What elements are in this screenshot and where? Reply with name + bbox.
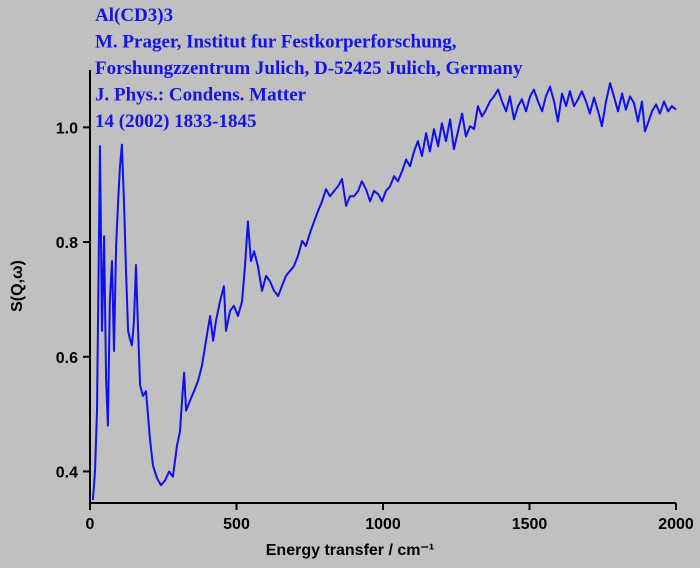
x-tick-label: 1000 (365, 516, 401, 533)
annotation: Al(CD3)3 (95, 5, 173, 26)
y-tick-label: 0.8 (56, 235, 78, 252)
data-line (91, 82, 677, 501)
annotation: M. Prager, Institut fur Festkorperforsch… (95, 32, 457, 53)
annotation: J. Phys.: Condens. Matter (95, 85, 307, 106)
y-tick-label: 0.4 (56, 464, 78, 481)
annotation: Forshungzzentrum Julich, D-52425 Julich,… (95, 58, 523, 79)
x-tick-label: 0 (86, 516, 95, 533)
x-axis-label: Energy transfer / cm⁻¹ (266, 542, 435, 559)
y-axis-label: S(Q,ω) (9, 260, 26, 312)
y-tick-label: 0.6 (56, 350, 78, 367)
y-tick-label: 1.0 (56, 120, 78, 137)
x-tick-label: 500 (223, 516, 250, 533)
x-tick-label: 1500 (512, 516, 548, 533)
annotation: 14 (2002) 1833-1845 (95, 111, 256, 132)
x-tick-label: 2000 (658, 516, 694, 533)
